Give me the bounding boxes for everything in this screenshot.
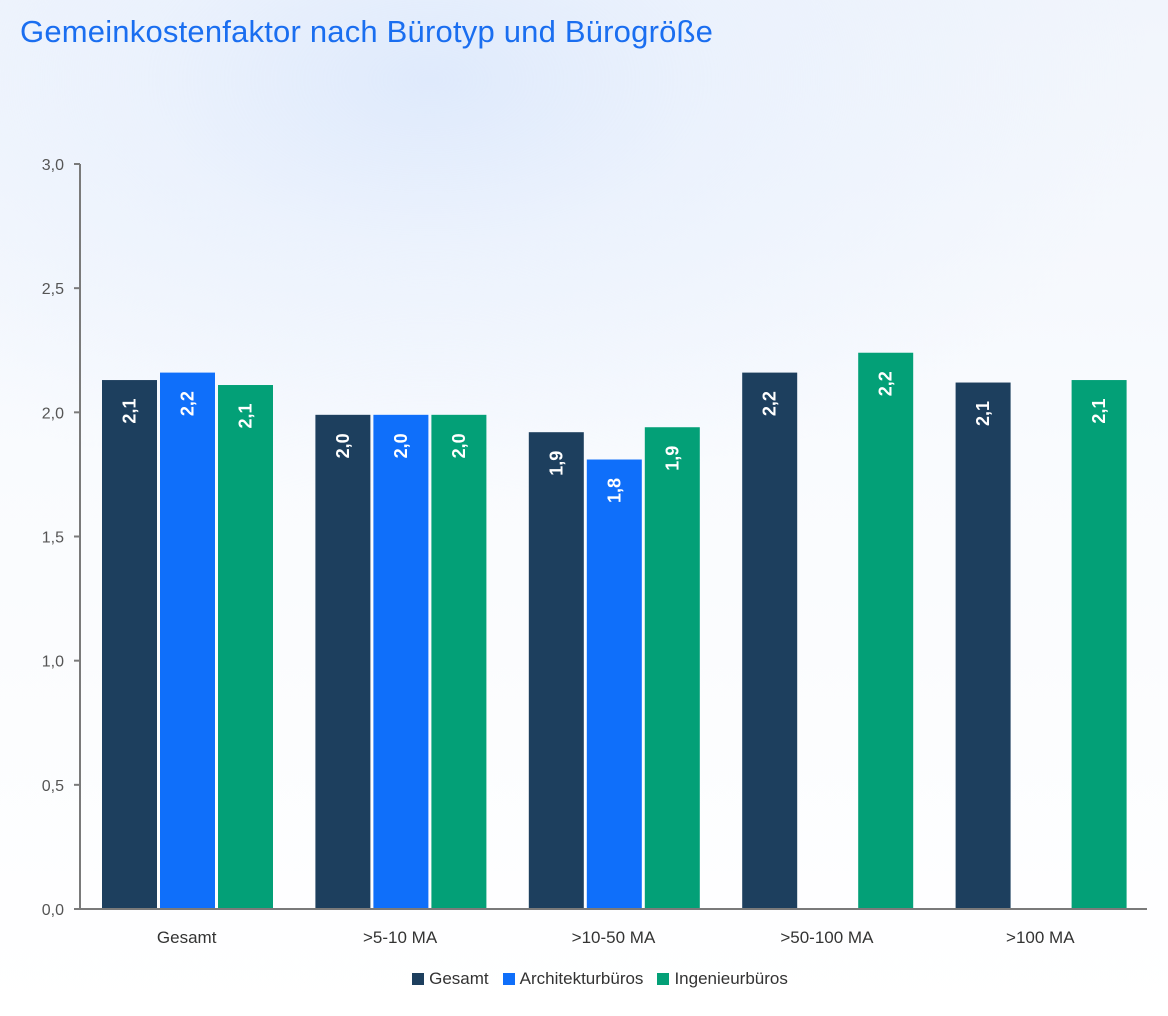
- bar: [1071, 380, 1127, 909]
- chart-title: Gemeinkostenfaktor nach Bürotyp und Büro…: [20, 14, 714, 49]
- y-tick-label: 0,0: [42, 902, 64, 919]
- bar-value-label: 2,1: [236, 404, 256, 429]
- bar-value-label: 1,9: [662, 446, 682, 471]
- legend-item: Ingenieurbüros: [657, 969, 788, 989]
- bar-value-label: 2,1: [973, 401, 993, 426]
- y-tick-label: 3,0: [42, 157, 64, 174]
- bar-value-label: 1,8: [604, 478, 624, 503]
- legend-label: Ingenieurbüros: [674, 969, 788, 988]
- bar-value-label: 1,9: [546, 451, 566, 476]
- bar: [528, 432, 584, 909]
- legend-swatch: [657, 973, 670, 985]
- x-tick-label: >5-10 MA: [363, 928, 438, 947]
- bar: [160, 372, 215, 910]
- chart-legend: Gesamt Architekturbüros Ingenieurbüros: [0, 969, 1168, 989]
- x-tick-label: >50-100 MA: [780, 928, 874, 947]
- bar: [955, 382, 1011, 909]
- bar: [742, 372, 798, 910]
- bar-value-label: 2,1: [1089, 399, 1109, 424]
- y-tick-label: 2,0: [42, 405, 64, 422]
- bar: [644, 427, 700, 909]
- legend-swatch: [412, 973, 425, 985]
- y-tick-label: 1,0: [42, 654, 64, 671]
- bar-value-label: 2,1: [120, 399, 140, 424]
- bar: [431, 414, 487, 909]
- bar: [218, 385, 273, 909]
- y-tick-label: 1,5: [42, 530, 64, 547]
- bar-value-label: 2,0: [333, 433, 353, 458]
- legend-label: Gesamt: [429, 969, 489, 988]
- bar-value-label: 2,2: [760, 391, 780, 416]
- bar-value-label: 2,0: [391, 433, 411, 458]
- bar: [858, 352, 914, 909]
- bar-value-label: 2,0: [449, 433, 469, 458]
- legend-item: Gesamt: [412, 969, 489, 989]
- x-tick-label: >10-50 MA: [572, 928, 656, 947]
- bar-value-label: 2,2: [178, 391, 198, 416]
- bar: [315, 414, 371, 909]
- bar: [586, 459, 642, 909]
- y-tick-label: 0,5: [42, 778, 64, 795]
- x-tick-label: Gesamt: [157, 928, 217, 947]
- legend-label: Architekturbüros: [519, 969, 644, 988]
- y-tick-label: 2,5: [42, 281, 64, 298]
- bar: [373, 414, 429, 909]
- bar: [102, 380, 157, 909]
- legend-swatch: [502, 973, 515, 985]
- bar-chart: 0,0 0,5 1,0 1,5 2,0 2,5 3,0 2,1 2,2 2,1 Gesamt 2,0 2…: [42, 157, 1147, 947]
- legend-item: Architekturbüros: [502, 969, 644, 989]
- bar-value-label: 2,2: [876, 371, 896, 396]
- x-tick-label: >100 MA: [1006, 928, 1075, 947]
